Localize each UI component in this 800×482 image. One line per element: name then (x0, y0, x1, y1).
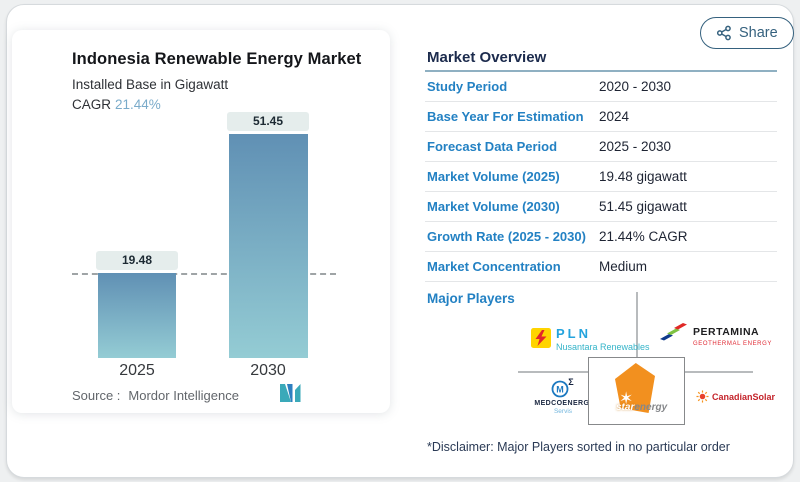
market-overview-table: Study Period 2020 - 2030 Base Year For E… (425, 72, 777, 282)
table-row: Base Year For Estimation 2024 (425, 102, 777, 132)
source-label: Source : (72, 388, 121, 403)
player-logo-canadian-solar: CanadianSolar (696, 390, 775, 403)
medco-circle-icon: M Σ (551, 377, 574, 398)
bar-2030 (229, 134, 308, 358)
source-line: Source : Mordor Intelligence (72, 388, 239, 403)
x-axis-label-2025: 2025 (119, 362, 155, 379)
pertamina-subtitle: GEOTHERMAL ENERGY (693, 340, 772, 347)
org-chart-vertical-line (636, 292, 638, 357)
cagr-value: 21.44% (115, 97, 161, 112)
chart-title: Indonesia Renewable Energy Market (72, 50, 362, 68)
row-value: 2020 - 2030 (599, 79, 672, 94)
table-row: Study Period 2020 - 2030 (425, 72, 777, 102)
major-players-label: Major Players (427, 291, 515, 306)
canadian-solar-sun-icon (696, 390, 709, 403)
row-value: 21.44% CAGR (599, 229, 688, 244)
bar-value-label-2025: 19.48 (96, 251, 178, 271)
medco-subtitle: Servis (553, 408, 573, 416)
source-name: Mordor Intelligence (128, 388, 239, 403)
medco-name: MEDCOENERGI (534, 400, 592, 407)
row-value: Medium (599, 259, 648, 274)
market-overview-heading: Market Overview (427, 49, 547, 66)
svg-text:Σ: Σ (568, 377, 574, 387)
chart-cagr: CAGR 21.44% (72, 97, 161, 112)
table-row: Forecast Data Period 2025 - 2030 (425, 132, 777, 162)
pln-subtitle: Nusantara Renewables (556, 342, 650, 353)
canadian-solar-name: CanadianSolar (712, 391, 776, 402)
table-row: Growth Rate (2025 - 2030) 21.44% CAGR (425, 222, 777, 252)
player-logo-pln: PLN Nusantara Renewables (531, 326, 650, 353)
x-axis-label-2030: 2030 (250, 362, 286, 379)
row-value: 19.48 gigawatt (599, 169, 687, 184)
chart-card: Indonesia Renewable Energy Market Instal… (12, 30, 390, 413)
disclaimer-text: *Disclaimer: Major Players sorted in no … (427, 440, 730, 454)
pln-bolt-icon (531, 328, 551, 348)
row-value: 2025 - 2030 (599, 139, 672, 154)
pertamina-arrow-icon (660, 323, 687, 341)
table-row: Market Volume (2025) 19.48 gigawatt (425, 162, 777, 192)
reference-dashed-line (72, 273, 336, 276)
svg-text:M: M (556, 385, 564, 395)
row-label: Forecast Data Period (427, 139, 558, 154)
bar-2025 (98, 273, 176, 358)
energy-word: energy (634, 402, 668, 413)
row-label: Market Volume (2025) (427, 169, 560, 184)
row-label: Market Concentration (427, 259, 561, 274)
table-row: Market Volume (2030) 51.45 gigawatt (425, 192, 777, 222)
row-label: Growth Rate (2025 - 2030) (427, 229, 586, 244)
row-label: Market Volume (2030) (427, 199, 560, 214)
bar-chart-plot: 19.48 51.45 (72, 112, 340, 358)
pln-name: PLN (556, 326, 591, 341)
pertamina-name: PERTAMINA (693, 326, 760, 338)
star-energy-wordmark: starenergy (616, 402, 667, 413)
chart-subtitle: Installed Base in Gigawatt (72, 77, 229, 92)
player-logo-pertamina: PERTAMINA GEOTHERMAL ENERGY (659, 320, 772, 348)
star-word: star (616, 402, 635, 413)
row-label: Base Year For Estimation (427, 109, 584, 124)
cagr-label: CAGR (72, 97, 112, 112)
table-row: Market Concentration Medium (425, 252, 777, 282)
heading-underline (425, 70, 777, 72)
star-sparkle-icon: ✶ (619, 389, 634, 408)
share-icon (716, 25, 731, 41)
share-button-label: Share (739, 25, 778, 41)
row-value: 2024 (599, 109, 630, 124)
bar-value-label-2030: 51.45 (227, 112, 309, 131)
share-button[interactable]: Share (700, 17, 794, 49)
player-logo-star-energy: ✶ starenergy (588, 357, 685, 425)
player-logo-medcoenergi: M Σ MEDCOENERGI Servis (534, 377, 592, 416)
row-label: Study Period (427, 79, 508, 94)
row-value: 51.45 gigawatt (599, 199, 687, 214)
mordor-intelligence-logo-icon (280, 384, 301, 402)
